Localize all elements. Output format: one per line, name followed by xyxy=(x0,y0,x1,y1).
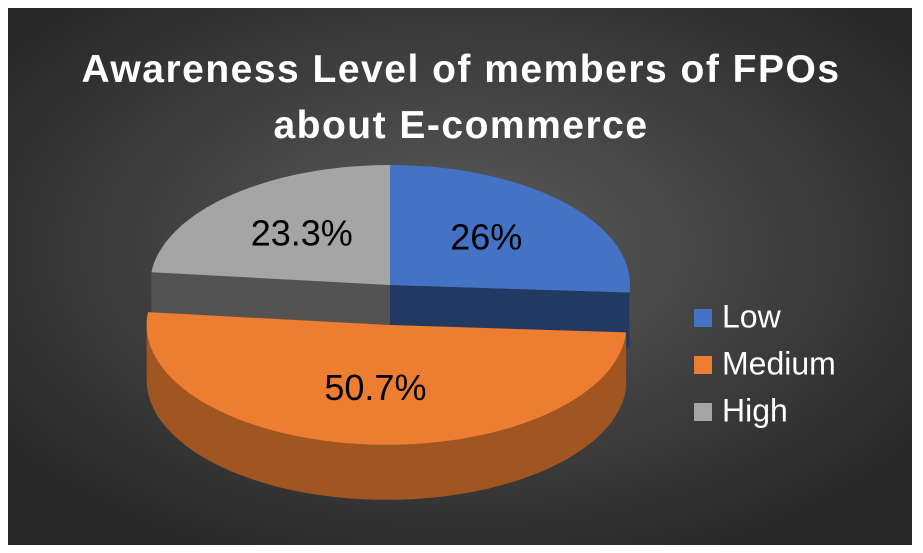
data-label: 23.3% xyxy=(251,212,353,253)
slice-side xyxy=(146,324,627,500)
data-label: 50.7% xyxy=(324,367,426,408)
slice xyxy=(390,165,630,293)
legend-swatch xyxy=(694,356,712,374)
legend-label: High xyxy=(722,392,788,428)
legend-label: Low xyxy=(722,298,782,334)
legend-label: Medium xyxy=(722,345,836,381)
slice xyxy=(146,312,627,445)
slice xyxy=(151,165,390,285)
data-label: 26% xyxy=(450,216,522,257)
slice-side xyxy=(629,285,630,348)
legend-swatch xyxy=(694,309,712,327)
chart-title: Awareness Level of members of FPOs about… xyxy=(81,48,841,147)
legend-swatch xyxy=(694,403,712,421)
